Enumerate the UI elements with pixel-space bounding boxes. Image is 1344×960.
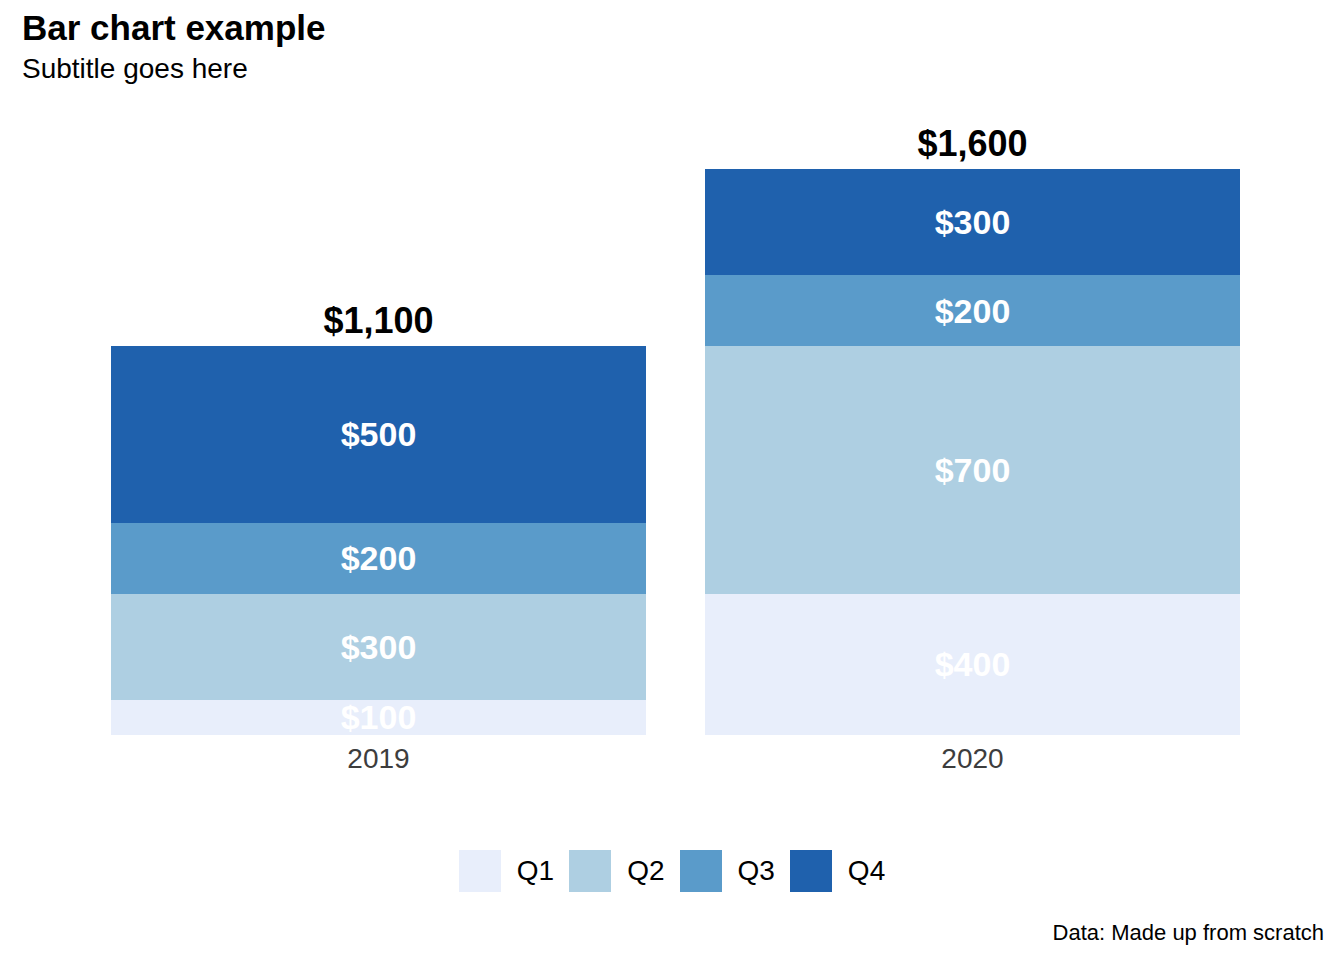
bar-segment-2020-Q1[interactable]: $400 — [705, 594, 1240, 735]
segment-value-label: $200 — [935, 294, 1011, 328]
segment-value-label: $100 — [341, 700, 417, 734]
bar-segment-2020-Q2[interactable]: $700 — [705, 346, 1240, 594]
legend-item-Q3[interactable]: Q3 — [680, 850, 775, 892]
chart-page: Bar chart example Subtitle goes here $10… — [0, 0, 1344, 960]
chart-caption: Data: Made up from scratch — [1053, 920, 1324, 946]
legend-item-Q1[interactable]: Q1 — [459, 850, 554, 892]
segment-value-label: $300 — [341, 630, 417, 664]
bar-segment-2020-Q4[interactable]: $300 — [705, 169, 1240, 275]
legend-swatch-Q3 — [680, 850, 722, 892]
bar-segment-2019-Q1[interactable]: $100 — [111, 700, 646, 735]
legend-label: Q4 — [848, 857, 885, 885]
segment-value-label: $500 — [341, 417, 417, 451]
segment-value-label: $200 — [341, 541, 417, 575]
legend-item-Q2[interactable]: Q2 — [569, 850, 664, 892]
bar-total-label: $1,600 — [705, 126, 1240, 162]
segment-value-label: $700 — [935, 453, 1011, 487]
bar-total-label: $1,100 — [111, 303, 646, 339]
bar-segment-2019-Q3[interactable]: $200 — [111, 523, 646, 594]
stacked-bar-2020[interactable]: $400$700$200$300$1,6002020 — [705, 169, 1240, 735]
segment-value-label: $300 — [935, 205, 1011, 239]
legend-item-Q4[interactable]: Q4 — [790, 850, 885, 892]
legend-label: Q3 — [738, 857, 775, 885]
legend-label: Q2 — [627, 857, 664, 885]
x-axis-label-2020: 2020 — [705, 745, 1240, 773]
plot-area: $100 $300 $200 $500 $1,100 2019 $400 $700 $200 $3… — [0, 0, 1344, 960]
legend-swatch-Q2 — [569, 850, 611, 892]
legend-label: Q1 — [517, 857, 554, 885]
segment-value-label: $400 — [935, 647, 1011, 681]
bar-segment-2019-Q4[interactable]: $500 — [111, 346, 646, 523]
bar-segment-2020-Q3[interactable]: $200 — [705, 275, 1240, 346]
x-axis-label-2019: 2019 — [111, 745, 646, 773]
bar-segment-2019-Q2[interactable]: $300 — [111, 594, 646, 700]
legend: Q1 Q2 Q3 Q4 — [0, 850, 1344, 892]
legend-swatch-Q1 — [459, 850, 501, 892]
stacked-bar-2019[interactable]: $100$300$200$500$1,1002019 — [111, 346, 646, 735]
legend-swatch-Q4 — [790, 850, 832, 892]
